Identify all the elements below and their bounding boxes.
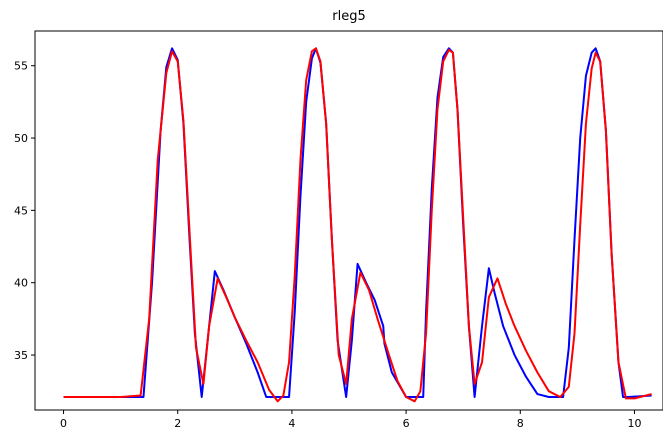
y-tick-label: 45 [14,204,28,217]
x-axis: 0 2 4 6 8 10 [60,410,641,430]
x-tick-label: 2 [174,417,181,430]
x-tick-label: 0 [60,417,67,430]
x-tick-label: 6 [403,417,410,430]
series-line-1 [63,47,652,398]
series-line-2 [63,47,652,403]
chart-title: rleg5 [332,9,365,24]
plot-frame [34,30,663,411]
y-tick-label: 50 [14,132,28,145]
y-tick-label: 35 [14,349,28,362]
x-tick-label: 10 [627,417,641,430]
y-axis: 35 40 45 50 55 [14,60,35,362]
x-tick-label: 8 [517,417,524,430]
plot-area [63,47,652,403]
x-tick-label: 4 [288,417,295,430]
y-tick-label: 40 [14,277,28,290]
y-tick-label: 55 [14,60,28,73]
